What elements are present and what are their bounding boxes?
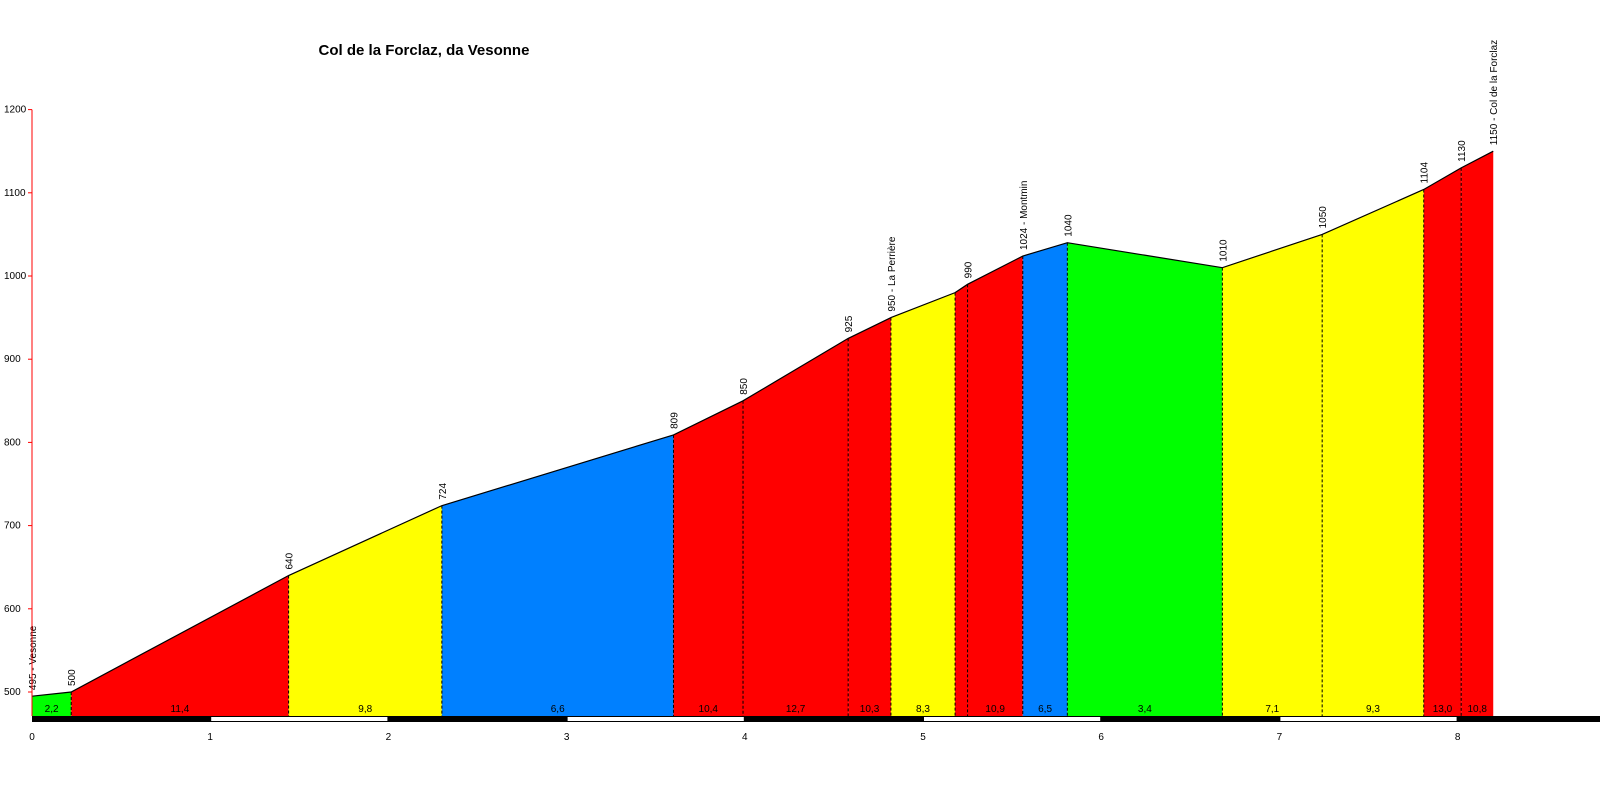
x-axis: 0 1 2 3 4 5 6 7 8 <box>29 732 1461 743</box>
point-label: 950 - La Perrière <box>887 236 898 311</box>
segment-fill <box>1322 189 1424 717</box>
profile-outline <box>31 150 1494 697</box>
x-tick-label: 7 <box>1277 732 1283 743</box>
segment-gradient-label: 2,2 <box>45 704 59 715</box>
y-tick-label: 800 <box>4 437 21 448</box>
point-label: 640 <box>285 552 296 569</box>
point-label: 1130 <box>1457 140 1468 162</box>
point-label: 1040 <box>1063 214 1074 237</box>
segment-fill <box>1067 242 1223 716</box>
segment-gradient-label: 10,3 <box>860 704 880 715</box>
segment-fills <box>32 151 1494 717</box>
segment-gradient-labels: 2,2 11,4 9,8 6,6 10,4 12,7 10,3 8,3 10,9 6,5 3,4 7,… <box>45 704 1488 715</box>
x-tick-label: 2 <box>386 732 392 743</box>
segment-fill <box>1423 167 1462 717</box>
point-label: 850 <box>739 378 750 395</box>
x-tick-label: 6 <box>1098 732 1104 743</box>
y-axis: 500 600 700 800 900 1000 1100 1200 <box>4 105 33 716</box>
segment-gradient-label: 3,4 <box>1138 704 1152 715</box>
point-labels: 495 - Vesonne 500 640 724 809 850 925 950 - La … <box>28 40 1500 690</box>
segment-fill <box>1461 151 1494 716</box>
point-label: 1104 <box>1420 162 1431 184</box>
y-tick-label: 1100 <box>4 188 26 199</box>
segment-fill <box>32 692 72 716</box>
segment-gradient-label: 9,3 <box>1366 704 1380 715</box>
segment-fill <box>1222 234 1323 716</box>
distance-scale-bar <box>32 716 1600 722</box>
x-tick-label: 8 <box>1455 732 1461 743</box>
segment-gradient-label: 10,8 <box>1467 704 1487 715</box>
point-label: 1050 <box>1318 206 1329 229</box>
segment-fill <box>288 505 442 716</box>
segment-fill <box>1022 242 1068 716</box>
segment-gradient-label: 10,9 <box>985 704 1005 715</box>
segment-gradient-label: 7,1 <box>1265 704 1279 715</box>
point-label: 990 <box>964 261 975 278</box>
segment-gradient-label: 10,4 <box>699 704 719 715</box>
segment-fill <box>955 284 968 716</box>
y-tick-label: 600 <box>4 604 21 615</box>
segment-gradient-label: 12,7 <box>786 704 806 715</box>
point-label: 500 <box>67 669 78 686</box>
x-tick-label: 5 <box>920 732 926 743</box>
scale-bar-block <box>1280 717 1457 721</box>
x-tick-label: 1 <box>207 732 213 743</box>
scale-bar-block <box>567 717 744 721</box>
y-tick-label: 1000 <box>4 271 27 282</box>
segment-gradient-label: 8,3 <box>916 704 930 715</box>
segment-fill <box>890 292 956 716</box>
y-tick-label: 900 <box>4 354 21 365</box>
segment-fill <box>71 575 289 716</box>
profile-line <box>31 150 1494 697</box>
segment-gradient-label: 6,5 <box>1038 704 1052 715</box>
segment-fill <box>673 400 744 716</box>
segment-fill <box>848 317 891 716</box>
point-label: 1150 - Col de la Forclaz <box>1489 40 1500 145</box>
point-label: 1024 - Montmin <box>1019 181 1030 250</box>
segment-fill <box>743 338 849 716</box>
scale-bar-block <box>211 717 388 721</box>
segment-fill <box>441 434 674 716</box>
point-label: 724 <box>438 483 449 500</box>
segment-gradient-label: 13,0 <box>1433 704 1453 715</box>
scale-bar-block <box>924 717 1101 721</box>
segment-gradient-label: 6,6 <box>551 704 565 715</box>
y-tick-label: 500 <box>4 687 21 698</box>
segment-dividers <box>70 167 1462 716</box>
point-label: 495 - Vesonne <box>28 625 39 690</box>
y-tick-label: 1200 <box>4 105 27 116</box>
scale-bar-base <box>32 716 1600 722</box>
x-tick-label: 3 <box>564 732 570 743</box>
y-tick-label: 700 <box>4 521 21 532</box>
point-label: 809 <box>670 412 681 429</box>
segment-gradient-label: 11,4 <box>171 704 190 715</box>
point-label: 925 <box>844 315 855 332</box>
segment-fill <box>967 256 1023 716</box>
x-tick-label: 0 <box>29 732 35 743</box>
point-label: 1010 <box>1218 239 1229 262</box>
x-tick-label: 4 <box>742 732 748 743</box>
chart-title: Col de la Forclaz, da Vesonne <box>319 42 530 59</box>
segment-gradient-label: 9,8 <box>358 704 372 715</box>
